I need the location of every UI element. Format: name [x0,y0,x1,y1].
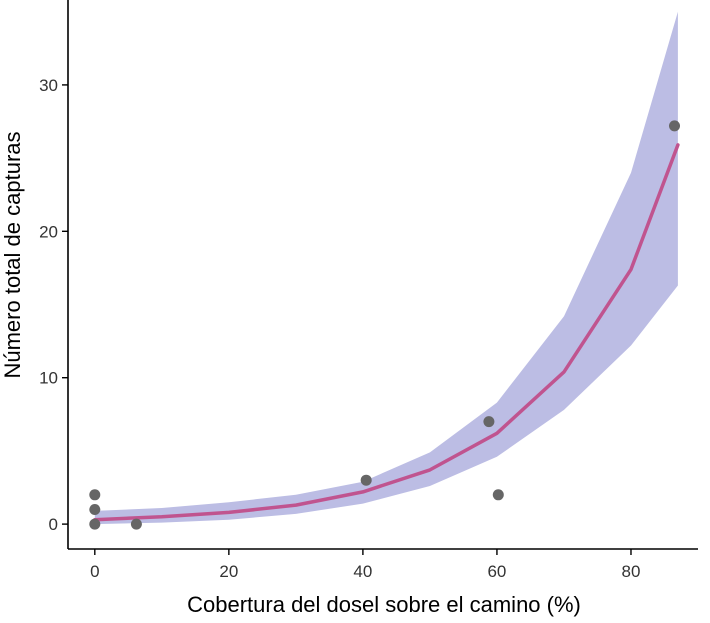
x-ticks: 0 20 40 60 80 [90,549,640,581]
data-point [483,416,495,428]
data-point [669,120,680,132]
x-tick-label: 40 [353,562,372,581]
y-tick-label: 0 [49,515,58,534]
y-tick-label: 30 [39,76,58,95]
data-point [360,474,372,486]
x-tick-label: 80 [622,562,641,581]
x-axis-title: Cobertura del dosel sobre el camino (%) [187,592,581,617]
x-tick-label: 0 [90,562,99,581]
confidence-band [94,11,678,525]
data-point [89,489,101,501]
y-tick-label: 10 [39,369,58,388]
x-tick-label: 20 [219,562,238,581]
data-point [89,518,101,530]
confidence-band-layer [94,11,678,525]
data-point [492,489,504,501]
data-point [130,518,142,530]
axes-layer [67,0,698,550]
y-ticks: 0 10 20 30 [39,76,68,534]
y-axis-title: Número total de capturas [0,131,25,378]
fit-line-layer [93,143,680,522]
data-points-layer [89,120,680,530]
y-tick-label: 20 [39,222,58,241]
x-tick-label: 60 [487,562,506,581]
fit-line [93,143,680,522]
data-point [89,504,101,515]
